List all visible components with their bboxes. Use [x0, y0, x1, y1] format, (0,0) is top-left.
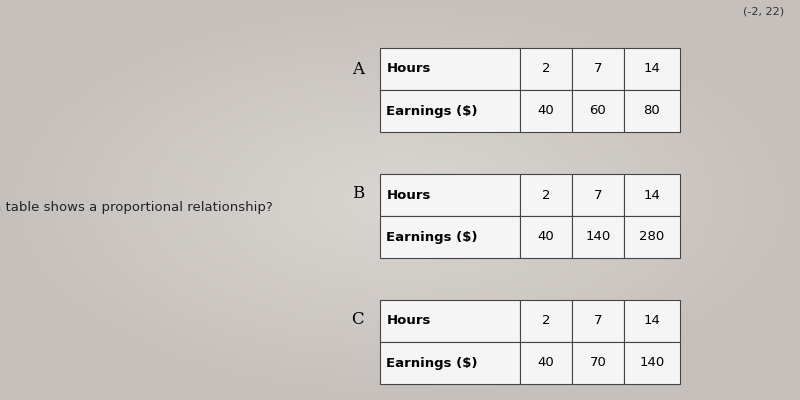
Text: 7: 7 — [594, 314, 602, 328]
Text: Which table shows a proportional relationship?: Which table shows a proportional relatio… — [0, 202, 272, 214]
Bar — [520, 216, 572, 258]
Text: 7: 7 — [594, 188, 602, 202]
Text: 2: 2 — [542, 314, 550, 328]
Text: A: A — [352, 62, 364, 78]
Text: Hours: Hours — [386, 314, 430, 328]
Text: (-2, 22): (-2, 22) — [743, 6, 784, 16]
Bar — [624, 90, 680, 132]
Text: 2: 2 — [542, 62, 550, 76]
Bar — [624, 48, 680, 90]
Text: C: C — [351, 312, 364, 328]
Text: Earnings ($): Earnings ($) — [386, 356, 478, 370]
Bar — [520, 300, 572, 342]
Text: Earnings ($): Earnings ($) — [386, 104, 478, 118]
Bar — [380, 174, 520, 216]
Bar — [520, 342, 572, 384]
Bar — [520, 174, 572, 216]
Bar — [624, 300, 680, 342]
Text: 14: 14 — [643, 188, 661, 202]
Text: 70: 70 — [590, 356, 606, 370]
Bar — [572, 342, 624, 384]
Bar — [380, 300, 520, 342]
Text: 7: 7 — [594, 62, 602, 76]
Bar — [380, 48, 520, 90]
Text: B: B — [352, 186, 364, 202]
Bar — [624, 342, 680, 384]
Text: 40: 40 — [538, 356, 554, 370]
Text: 280: 280 — [639, 230, 665, 244]
Text: 14: 14 — [643, 62, 661, 76]
Text: 140: 140 — [639, 356, 665, 370]
Text: 40: 40 — [538, 230, 554, 244]
Bar — [572, 216, 624, 258]
Bar — [624, 216, 680, 258]
Bar — [572, 90, 624, 132]
Text: Hours: Hours — [386, 188, 430, 202]
Text: Earnings ($): Earnings ($) — [386, 230, 478, 244]
Bar — [572, 300, 624, 342]
Bar — [572, 48, 624, 90]
Text: 80: 80 — [644, 104, 660, 118]
Bar — [380, 342, 520, 384]
Bar — [572, 174, 624, 216]
Bar — [520, 90, 572, 132]
Text: 14: 14 — [643, 314, 661, 328]
Bar — [520, 48, 572, 90]
Text: 60: 60 — [590, 104, 606, 118]
Text: 140: 140 — [586, 230, 610, 244]
Bar — [380, 216, 520, 258]
Text: 2: 2 — [542, 188, 550, 202]
Text: 40: 40 — [538, 104, 554, 118]
Text: Hours: Hours — [386, 62, 430, 76]
Bar — [380, 90, 520, 132]
Bar — [624, 174, 680, 216]
